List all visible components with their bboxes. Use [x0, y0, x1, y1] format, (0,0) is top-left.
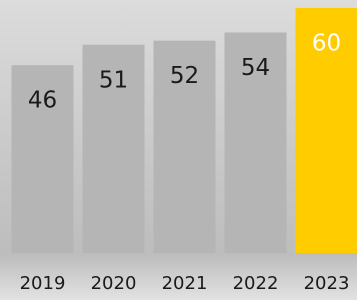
x-tick-label: 2020	[91, 273, 137, 294]
value-label: 60	[312, 31, 341, 57]
x-tick-label: 2022	[233, 273, 279, 294]
value-label: 46	[28, 88, 57, 114]
value-label: 54	[241, 55, 270, 81]
x-tick-label: 2019	[20, 273, 66, 294]
page: 462019512020522021542022602023 (() => { …	[0, 0, 357, 300]
x-tick-label: 2021	[162, 273, 208, 294]
value-label: 52	[170, 63, 199, 89]
x-tick-label: 2023	[304, 273, 350, 294]
value-label: 51	[99, 67, 128, 93]
chart: 46 2019 51 2020 52 2021 54 2022 60 2023	[0, 0, 357, 300]
